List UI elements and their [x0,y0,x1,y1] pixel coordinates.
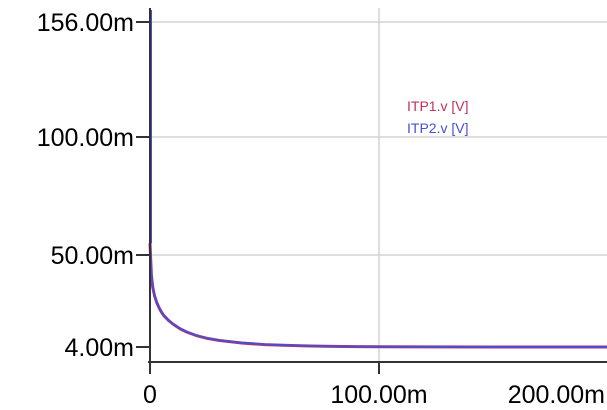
grid-layer [150,8,607,362]
y-tick-label: 4.00m [65,334,134,362]
y-tick-label: 156.00m [37,9,134,37]
series-line-2 [149,240,607,348]
x-tick-label: 200.00m [508,381,605,409]
legend-entry-1: ITP1.v [V] [407,98,468,114]
axis-layer [148,8,607,363]
tick-layer: 4.00m 50.00m 100.00m 156.00m 0 100.00m 200.00m [37,9,605,409]
y-tick-label: 50.00m [51,242,134,270]
x-tick-label: 100.00m [330,381,427,409]
legend: ITP1.v [V] ITP2.v [V] [407,98,468,136]
x-tick-label: 0 [143,381,157,409]
legend-entry-2: ITP2.v [V] [407,120,468,136]
y-tick-label: 100.00m [37,124,134,152]
